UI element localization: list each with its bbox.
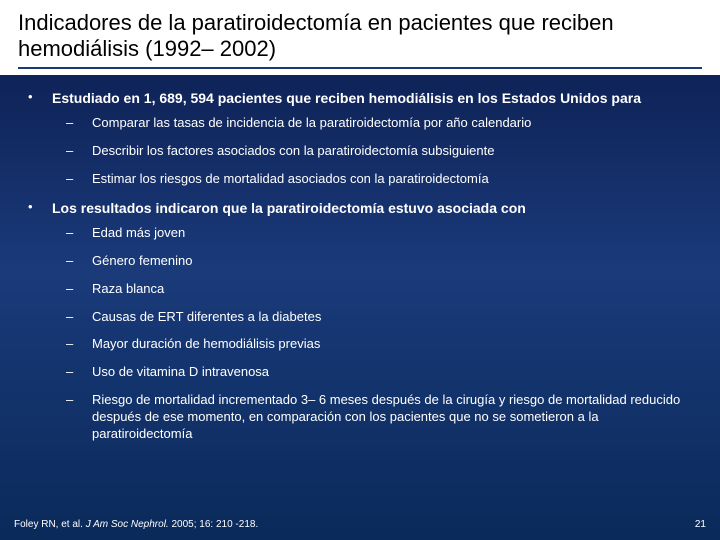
sub-text: Causas de ERT diferentes a la diabetes: [92, 309, 692, 326]
dash-marker: –: [66, 309, 92, 324]
citation-author: Foley RN, et al.: [14, 519, 86, 530]
bullet-marker: •: [28, 89, 52, 106]
sub-item: – Mayor duración de hemodiálisis previas: [66, 336, 692, 353]
dash-marker: –: [66, 281, 92, 296]
dash-marker: –: [66, 253, 92, 268]
bullet-1-text: Estudiado en 1, 689, 594 pacientes que r…: [52, 89, 692, 107]
sub-item: – Estimar los riesgos de mortalidad asoc…: [66, 171, 692, 188]
sub-text: Edad más joven: [92, 225, 692, 242]
dash-marker: –: [66, 392, 92, 407]
citation-journal: J Am Soc Nephrol.: [86, 519, 172, 530]
sub-item: – Describir los factores asociados con l…: [66, 143, 692, 160]
dash-marker: –: [66, 364, 92, 379]
citation-rest: 2005; 16: 210 -218.: [171, 519, 258, 530]
slide-content: • Estudiado en 1, 689, 594 pacientes que…: [0, 75, 720, 443]
sub-text: Uso de vitamina D intravenosa: [92, 364, 692, 381]
bullet-1: • Estudiado en 1, 689, 594 pacientes que…: [28, 89, 692, 107]
sub-text: Riesgo de mortalidad incrementado 3– 6 m…: [92, 392, 692, 443]
dash-marker: –: [66, 336, 92, 351]
bullet-2-text: Los resultados indicaron que la paratiro…: [52, 199, 692, 217]
dash-marker: –: [66, 143, 92, 158]
dash-marker: –: [66, 115, 92, 130]
sub-text: Describir los factores asociados con la …: [92, 143, 692, 160]
dash-marker: –: [66, 171, 92, 186]
slide-title: Indicadores de la paratiroidectomía en p…: [18, 10, 702, 69]
sub-text: Comparar las tasas de incidencia de la p…: [92, 115, 692, 132]
sub-text: Estimar los riesgos de mortalidad asocia…: [92, 171, 692, 188]
sub-item: – Género femenino: [66, 253, 692, 270]
title-container: Indicadores de la paratiroidectomía en p…: [0, 0, 720, 75]
sub-item: – Riesgo de mortalidad incrementado 3– 6…: [66, 392, 692, 443]
sub-item: – Causas de ERT diferentes a la diabetes: [66, 309, 692, 326]
sub-text: Mayor duración de hemodiálisis previas: [92, 336, 692, 353]
page-number: 21: [695, 519, 706, 530]
citation: Foley RN, et al. J Am Soc Nephrol. 2005;…: [14, 519, 258, 530]
bullet-marker: •: [28, 199, 52, 216]
sub-item: – Uso de vitamina D intravenosa: [66, 364, 692, 381]
sub-text: Raza blanca: [92, 281, 692, 298]
sub-item: – Raza blanca: [66, 281, 692, 298]
sub-item: – Edad más joven: [66, 225, 692, 242]
dash-marker: –: [66, 225, 92, 240]
sub-text: Género femenino: [92, 253, 692, 270]
bullet-2: • Los resultados indicaron que la parati…: [28, 199, 692, 217]
sub-item: – Comparar las tasas de incidencia de la…: [66, 115, 692, 132]
